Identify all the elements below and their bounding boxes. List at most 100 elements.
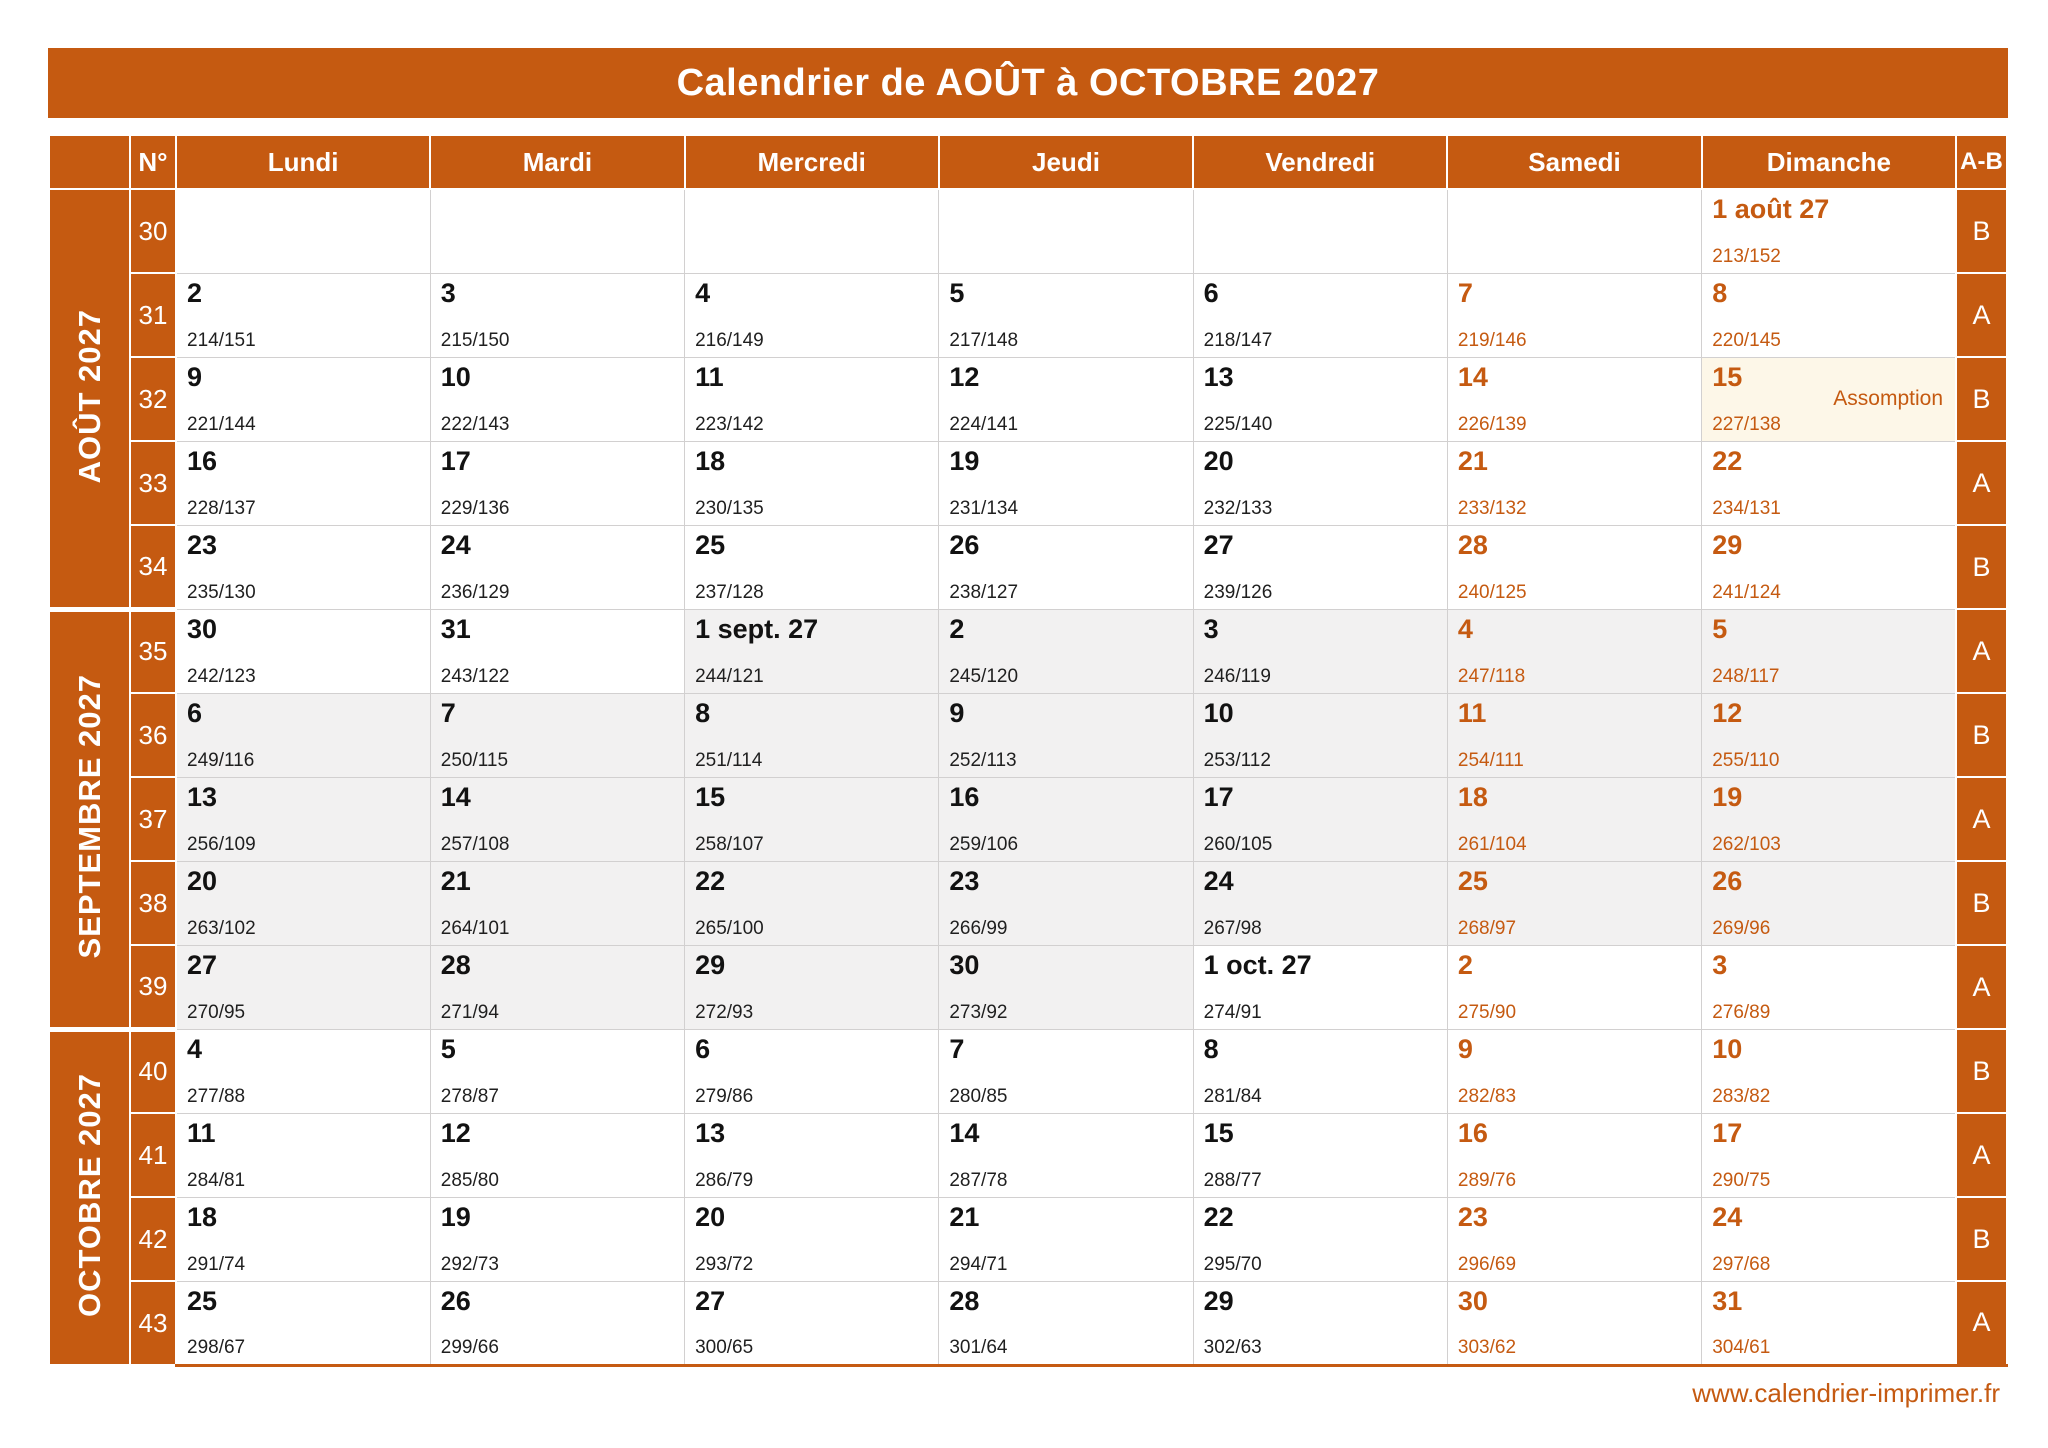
day-of-year-counter: 279/86	[695, 1085, 754, 1107]
day-cell: 10 253/112	[1192, 692, 1448, 778]
day-cell	[1446, 188, 1703, 274]
day-number: 26	[1712, 865, 1743, 896]
day-number: 30	[187, 613, 218, 644]
day-of-year-counter: 238/127	[949, 581, 1019, 603]
footer-website-link[interactable]: www.calendrier-imprimer.fr	[1692, 1378, 2000, 1408]
ab-week-letter: A	[1955, 1112, 2008, 1198]
day-cell: 20 232/133	[1192, 440, 1448, 526]
day-cell: 9 252/113	[938, 692, 1194, 778]
day-cell: 22 265/100	[684, 860, 940, 946]
day-cell: 9 221/144	[175, 356, 431, 442]
day-of-year-counter: 271/94	[440, 1001, 499, 1023]
day-cell: 24 297/68	[1701, 1196, 1957, 1282]
ab-week-letter: B	[1955, 356, 2008, 442]
day-of-year-counter: 281/84	[1203, 1085, 1262, 1107]
day-number: 3	[1203, 613, 1219, 644]
day-cell: 5 217/148	[938, 272, 1194, 358]
day-number: 20	[695, 1201, 726, 1232]
day-cell: 8 281/84	[1192, 1028, 1448, 1114]
ab-week-letter: B	[1955, 860, 2008, 946]
day-cell: 16 289/76	[1446, 1112, 1703, 1198]
day-of-year-counter: 227/138	[1712, 413, 1781, 435]
day-cell: 24 267/98	[1192, 860, 1448, 946]
day-cell: 1 oct. 27 274/91	[1192, 944, 1448, 1030]
day-of-year-counter: 232/133	[1203, 497, 1273, 519]
day-number: 11	[1457, 697, 1487, 728]
day-of-year-counter: 230/135	[695, 497, 764, 519]
day-of-year-counter: 283/82	[1712, 1085, 1771, 1107]
day-of-year-counter: 245/120	[949, 665, 1019, 687]
day-cell: 25 268/97	[1446, 860, 1703, 946]
day-of-year-counter: 288/77	[1203, 1169, 1262, 1191]
week-row: AOÛT 2027 30 1 août 27 213/152 B	[48, 188, 2008, 610]
day-number: 19	[440, 1201, 471, 1232]
day-cell: 28 301/64	[938, 1280, 1194, 1367]
day-of-year-counter: 304/61	[1712, 1336, 1771, 1358]
day-number: 7	[440, 697, 456, 728]
ab-week-letter: A	[1955, 272, 2008, 358]
day-cell	[429, 188, 686, 274]
day-number: 29	[1712, 529, 1743, 560]
day-cell: 28 240/125	[1446, 524, 1703, 610]
day-of-year-counter: 258/107	[695, 833, 764, 855]
day-of-year-counter: 272/93	[695, 1001, 754, 1023]
day-cell: 6 249/116	[175, 692, 431, 778]
day-number: 26	[949, 529, 980, 560]
week-number: 32	[129, 356, 177, 442]
day-of-year-counter: 300/65	[695, 1336, 754, 1358]
day-number: 24	[1712, 1201, 1743, 1232]
day-number: 27	[187, 949, 218, 980]
day-of-year-counter: 252/113	[949, 749, 1017, 771]
day-cell: 31 243/122	[429, 608, 686, 694]
day-number: 18	[187, 1201, 218, 1232]
day-number: 28	[440, 949, 471, 980]
day-of-year-counter: 292/73	[440, 1253, 499, 1275]
day-of-year-counter: 284/81	[187, 1169, 246, 1191]
day-number: 29	[1203, 1285, 1234, 1316]
day-number: 15	[695, 781, 726, 812]
day-of-year-counter: 276/89	[1712, 1001, 1771, 1023]
day-number: 11	[187, 1117, 216, 1148]
day-of-year-counter: 234/131	[1712, 497, 1781, 519]
day-number: 1 sept. 27	[695, 613, 819, 644]
day-cell: 8 220/145	[1701, 272, 1957, 358]
day-number: 14	[440, 781, 471, 812]
day-of-year-counter: 246/119	[1203, 665, 1271, 687]
day-of-year-counter: 242/123	[187, 665, 256, 687]
day-of-year-counter: 249/116	[187, 749, 255, 771]
day-of-year-counter: 221/144	[187, 413, 256, 435]
day-of-year-counter: 217/148	[949, 329, 1019, 351]
day-number: 15	[1712, 361, 1743, 392]
day-of-year-counter: 216/149	[695, 329, 764, 351]
day-number: 17	[440, 445, 471, 476]
day-number: 9	[187, 361, 203, 392]
day-cell: 3 276/89	[1701, 944, 1957, 1030]
day-of-year-counter: 219/146	[1457, 329, 1527, 351]
day-number: 5	[440, 1033, 456, 1064]
day-number: 11	[695, 361, 724, 392]
day-number: 14	[1457, 361, 1488, 392]
day-number: 9	[949, 697, 965, 728]
week-row: 39 27 270/95 28 271/94 29 272/93 30 273/92 1 oct.…	[49, 944, 2008, 1030]
day-of-year-counter: 274/91	[1203, 1001, 1262, 1023]
day-cell: 10 283/82	[1701, 1028, 1957, 1114]
day-cell: 28 271/94	[429, 944, 686, 1030]
day-of-year-counter: 256/109	[187, 833, 256, 855]
day-cell: 5 248/117	[1701, 608, 1957, 694]
day-cell: 6 279/86	[684, 1028, 940, 1114]
day-of-year-counter: 282/83	[1457, 1085, 1517, 1107]
day-cell: 6 218/147	[1192, 272, 1448, 358]
day-of-year-counter: 248/117	[1712, 665, 1780, 687]
day-cell	[175, 188, 431, 274]
week-row: SEPTEMBRE 2027 35 30 242/123 31 243/122 1 sept…	[48, 606, 2008, 1030]
day-number: 5	[949, 277, 965, 308]
ab-week-letter: B	[1955, 524, 2008, 610]
week-row: 31 2 214/151 3 215/150 4 216/149 5 217/148 6 218/1…	[49, 272, 2008, 358]
week-row: 32 9 221/144 10 222/143 11 223/142 12 224/141 13 2…	[49, 356, 2008, 442]
day-cell: 25 237/128	[684, 524, 940, 610]
day-of-year-counter: 289/76	[1457, 1169, 1517, 1191]
day-of-year-counter: 299/66	[440, 1336, 499, 1358]
day-of-year-counter: 214/151	[187, 329, 256, 351]
day-cell: 20 263/102	[175, 860, 431, 946]
day-of-year-counter: 251/114	[695, 749, 763, 771]
